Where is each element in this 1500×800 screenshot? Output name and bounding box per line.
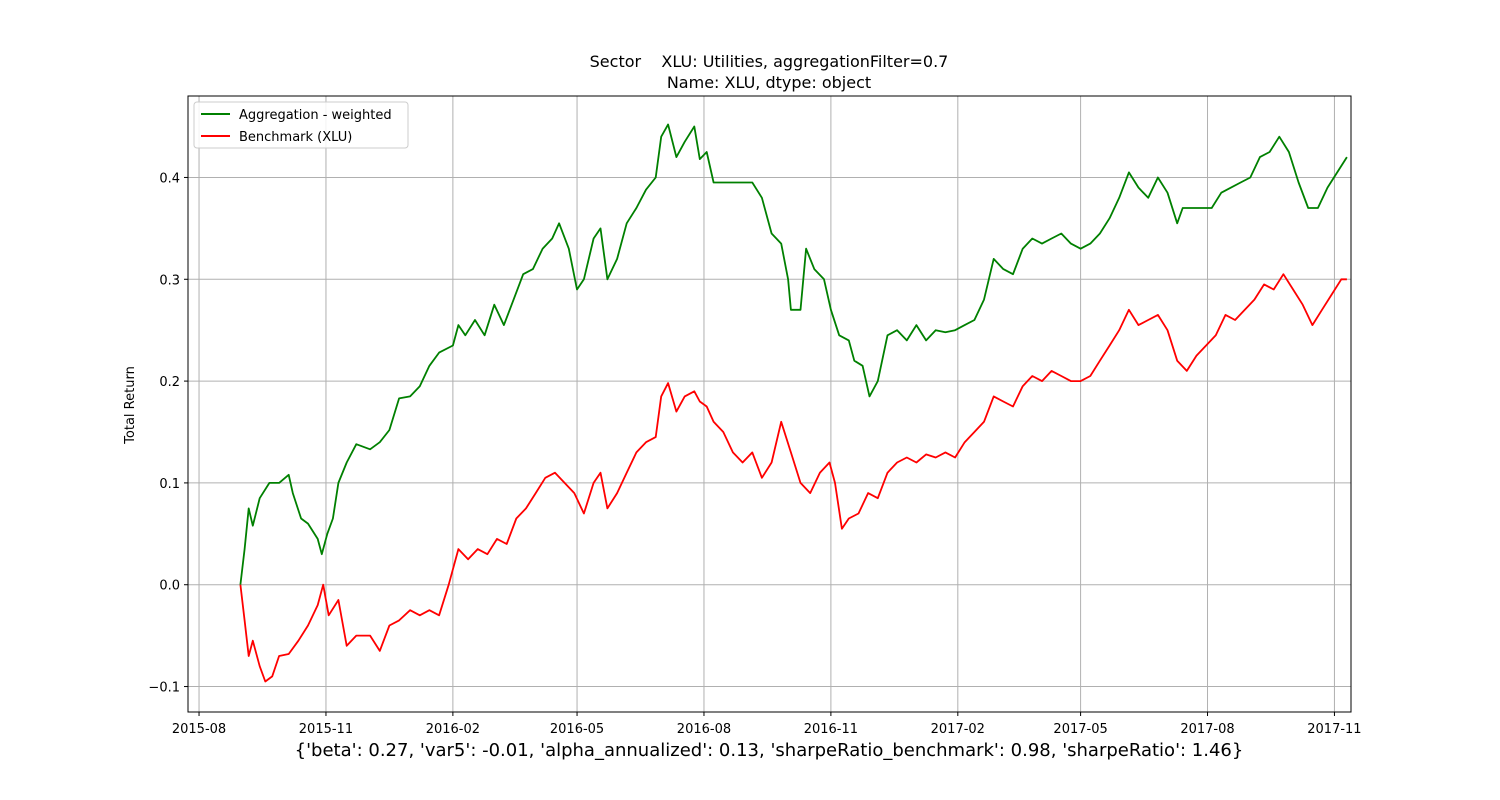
chart-title-line-1: Sector XLU: Utilities, aggregationFilter…	[590, 52, 949, 71]
axes-frame	[187, 95, 1352, 713]
y-tick-label: 0.4	[159, 171, 180, 186]
legend: Aggregation - weighted Benchmark (XLU)	[193, 101, 409, 149]
y-tick-label: 0.0	[159, 579, 180, 594]
x-tick-label: 2017-02	[931, 722, 985, 737]
y-tick-label: −0.1	[148, 681, 180, 696]
x-tick-label: 2016-08	[677, 722, 731, 737]
x-tick-label: 2017-08	[1180, 722, 1234, 737]
x-tick-label: 2015-08	[172, 722, 226, 737]
legend-entry-label: Benchmark (XLU)	[239, 130, 352, 145]
y-tick-label: 0.1	[159, 477, 180, 492]
x-tick-label: 2017-11	[1307, 722, 1361, 737]
x-tick-label: 2016-11	[804, 722, 858, 737]
y-axis-label: Total Return	[123, 366, 138, 445]
y-tick-label: 0.2	[159, 375, 180, 390]
x-tick-label: 2017-05	[1053, 722, 1107, 737]
x-tick-label: 2015-11	[299, 722, 353, 737]
x-tick-label: 2016-05	[550, 722, 604, 737]
series-line-aggregation-weighted	[239, 123, 1348, 585]
plot-area: 2015-08 2015-11 2016-02 2016-05 2016-08 2016-…	[148, 95, 1362, 737]
legend-entry-label: Aggregation - weighted	[239, 108, 392, 123]
series-line-benchmark-xlu	[239, 273, 1347, 683]
footer-stats: {'beta': 0.27, 'var5': -0.01, 'alpha_ann…	[295, 740, 1244, 761]
x-tick-label: 2016-02	[426, 722, 480, 737]
chart-title-line-2: Name: XLU, dtype: object	[667, 73, 871, 92]
y-tick-label: 0.3	[159, 273, 180, 288]
legend-box	[193, 101, 409, 149]
